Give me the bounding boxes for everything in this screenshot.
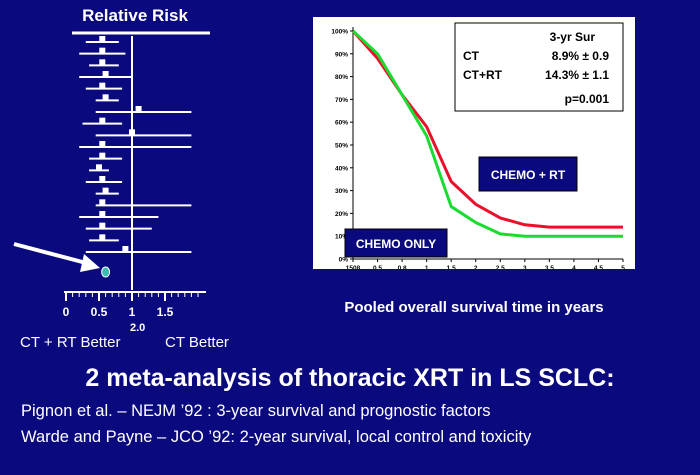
survival-x-tick-label: 2 [474,265,478,269]
stats-p-value: p=0.001 [565,92,610,106]
survival-y-tick-label: 60% [335,120,348,127]
forest-point-estimate [99,141,106,147]
forest-point-estimate [99,176,106,182]
chemo-rt-arrow-shaft [517,191,529,211]
forest-point-estimate [102,71,109,77]
survival-x-tick-label: 2.5 [496,265,505,269]
forest-point-estimate [96,164,102,171]
chemo-rt-label-box [478,156,578,192]
ct-rt-better-label: CT + RT Better [20,334,121,351]
forest-x-tick-label: 0 [63,305,70,319]
forest-point-estimate [122,246,129,252]
forest-point-estimate [99,82,106,89]
survival-chart-panel: 0% 10% 20% 30% 40% 50% 60% 70% 80% 90% 100% 1508 0.5… [313,17,635,269]
forest-point-estimate [99,59,106,66]
stats-box [454,22,624,112]
survival-chart: 0% 10% 20% 30% 40% 50% 60% 70% 80% 90% 100% 1508 0.5… [331,22,625,269]
chemo-rt-label: CHEMO + RT [491,168,566,182]
forest-x-tick-label: 0.5 [91,305,108,319]
forest-point-estimate [99,36,106,42]
reference-warde: Warde and Payne – JCO ’92: 2-year surviv… [21,428,532,446]
forest-x-tick-label: 1 [129,305,136,319]
chemo-only-arrow-head [409,191,421,205]
forest-plot-title: Relative Risk [82,6,188,25]
survival-x-tick-label: 3 [523,265,527,269]
forest-point-estimate [99,117,106,124]
survival-y-tick-label: 10% [335,234,348,241]
forest-plot: 0 0.5 1 1.5 [13,31,210,319]
survival-x-tick-label: 0.5 [373,265,382,269]
forest-point-estimate [99,222,106,229]
chemo-only-label: CHEMO ONLY [356,237,436,251]
stats-box-header: 3-yr Sur [550,30,596,44]
survival-x-tick-label: 3.5 [545,265,554,269]
survival-x-tick-label: 1.5 [447,265,456,269]
survival-y-tick-label: 50% [335,143,348,150]
forest-point-estimate [135,106,142,112]
forest-point-estimate [99,211,106,217]
forest-point-estimate [99,47,106,54]
stats-row-value: 8.9% ± 0.9 [552,49,610,63]
survival-x-tick-label: 4.5 [594,265,603,269]
stats-row-value: 14.3% ± 1.1 [545,68,609,82]
survival-y-tick-label: 30% [335,188,348,195]
survival-x-tick-label: 4 [572,265,576,269]
ct-better-label: CT Better [165,334,229,351]
reference-pignon: Pignon et al. – NEJM ’92 : 3-year surviv… [21,402,491,420]
forest-point-estimate [99,234,106,241]
pooled-arrow-head [80,254,100,272]
forest-point-estimate [102,94,109,101]
forest-x-tick-extra: 2.0 [130,322,146,334]
forest-x-tick-label: 1.5 [157,305,174,319]
survival-x-axis-title: Pooled overall survival time in years [344,299,604,316]
survival-y-tick-label: 80% [335,74,348,81]
slide-title: 2 meta-analysis of thoracic XRT in LS SC… [85,364,615,392]
forest-point-estimate [102,187,109,194]
pooled-arrow-shaft [13,242,91,266]
survival-x-tick-label: 1508 [346,265,361,269]
forest-point-estimate [99,199,106,206]
forest-pooled-estimate [101,266,111,278]
chemo-only-curve [351,29,623,238]
survival-y-tick-label: 90% [335,51,348,58]
forest-point-estimate [129,129,135,136]
survival-y-tick-label: 100% [331,29,348,36]
chemo-only-label-box [344,228,448,258]
chemo-rt-arrow-head [513,207,524,219]
forest-point-estimate [99,152,106,159]
chemo-only-arrow-shaft [393,198,417,224]
survival-y-tick-label: 20% [335,211,348,218]
survival-x-tick-label: 0.8 [398,265,407,269]
survival-y-tick-label: 40% [335,165,348,172]
stats-row-label: CT [463,49,480,63]
survival-y-tick-label: 70% [335,97,348,104]
survival-y-tick-label: 0% [339,257,349,264]
survival-x-tick-label: 5 [621,265,625,269]
stats-row-label: CT+RT [463,68,503,82]
survival-x-tick-label: 1 [425,265,429,269]
